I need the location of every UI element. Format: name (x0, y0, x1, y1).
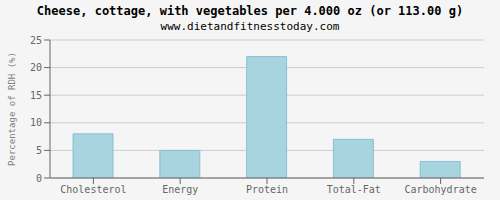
svg-text:15: 15 (30, 90, 42, 101)
svg-text:Cholesterol: Cholesterol (60, 184, 126, 195)
svg-text:20: 20 (30, 62, 42, 73)
html-text:www.dietandfitnesstoday.com: www.dietandfitnesstoday.com (160, 20, 340, 33)
svg-text:Percentage of RDH (%): Percentage of RDH (%) (8, 52, 17, 166)
svg-text:Carbohydrate: Carbohydrate (404, 184, 476, 195)
svg-text:0: 0 (36, 173, 42, 184)
svg-text:5: 5 (36, 145, 42, 156)
svg-text:25: 25 (30, 35, 42, 46)
svg-text:Total-Fat: Total-Fat (327, 184, 381, 195)
svg-text:Energy: Energy (162, 184, 198, 195)
svg-text:10: 10 (30, 117, 42, 128)
svg-text:Protein: Protein (246, 184, 288, 195)
html-text:Cheese, cottage, with vegetabl: Cheese, cottage, with vegetables per 4.0… (36, 4, 464, 18)
